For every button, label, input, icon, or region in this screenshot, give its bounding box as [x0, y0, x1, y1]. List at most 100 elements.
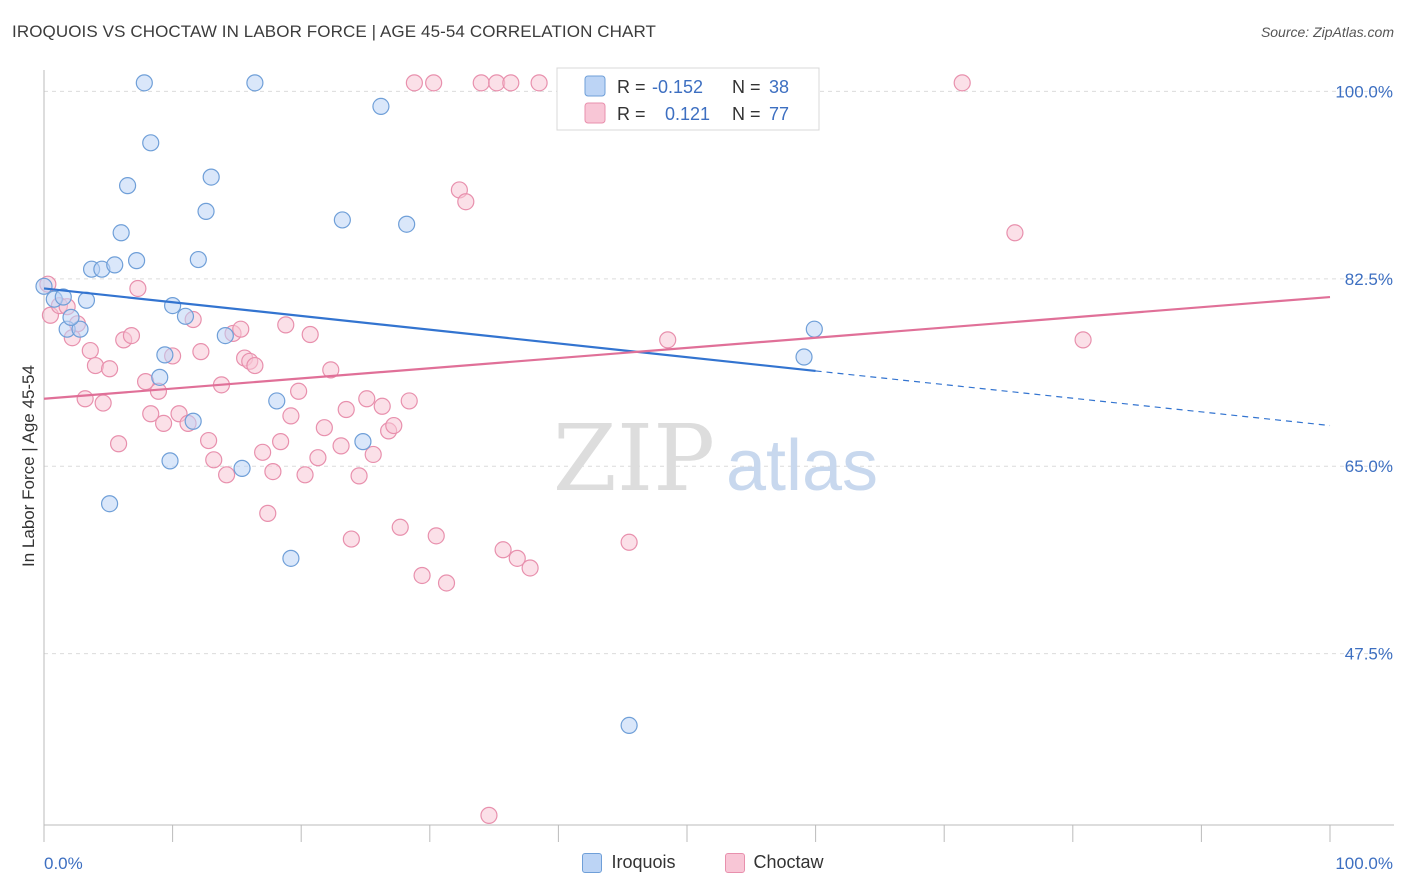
choctaw-point: [322, 361, 340, 379]
bottom-legend: Iroquois Choctaw: [0, 852, 1406, 878]
choctaw-point: [1006, 224, 1024, 242]
stats-n-value-choctaw: 77: [769, 104, 789, 124]
choctaw-point: [86, 356, 105, 375]
legend-label-iroquois: Iroquois: [611, 852, 676, 872]
iroquois-point: [151, 368, 169, 386]
choctaw-point: [337, 400, 355, 419]
iroquois-point: [197, 202, 215, 220]
y-tick-label: 47.5%: [1345, 645, 1393, 664]
choctaw-point: [94, 394, 112, 412]
choctaw-point: [290, 382, 308, 400]
choctaw-point: [1074, 331, 1092, 349]
choctaw-point: [259, 504, 277, 522]
choctaw-point: [218, 466, 236, 484]
choctaw-point: [530, 74, 548, 92]
iroquois-point: [282, 549, 300, 567]
choctaw-point: [296, 466, 314, 484]
choctaw-point: [494, 541, 512, 559]
choctaw-point: [364, 445, 382, 464]
choctaw-point: [109, 435, 128, 453]
y-tick-label: 65.0%: [1345, 457, 1393, 476]
iroquois-point: [216, 326, 234, 345]
iroquois-point: [35, 277, 53, 295]
source-label: Source: ZipAtlas.com: [1260, 24, 1394, 40]
choctaw-point: [472, 74, 490, 92]
y-tick-label: 82.5%: [1345, 270, 1393, 289]
choctaw-point: [154, 414, 173, 433]
legend-swatch-choctaw: [724, 852, 745, 873]
choctaw-point: [342, 530, 360, 548]
watermark-atlas: atlas: [726, 426, 878, 506]
choctaw-point: [315, 419, 333, 437]
choctaw-point: [521, 559, 539, 577]
iroquois-point: [127, 252, 146, 270]
choctaw-point: [413, 566, 431, 585]
legend-label-choctaw: Choctaw: [753, 852, 824, 872]
y-axis-label: In Labor Force | Age 45-54: [19, 365, 38, 567]
choctaw-point: [100, 360, 119, 378]
iroquois-point: [184, 412, 202, 430]
iroquois-point: [164, 297, 182, 315]
iroquois-point: [202, 168, 220, 186]
choctaw-point: [254, 443, 272, 461]
iroquois-point: [333, 211, 351, 229]
iroquois-point: [161, 452, 179, 470]
iroquois-point: [142, 134, 160, 152]
iroquois-point: [71, 320, 89, 338]
iroquois-point: [354, 433, 372, 451]
axes: [43, 70, 1394, 842]
legend-swatch-iroquois: [582, 852, 603, 873]
iroquois-point: [156, 346, 174, 364]
iroquois-point: [372, 97, 390, 116]
iroquois-trend-extension: [815, 370, 1331, 427]
choctaw-point: [272, 433, 290, 451]
gridlines: [44, 90, 1394, 655]
stats-r-value-choctaw: 0.121: [665, 104, 710, 124]
legend-item-choctaw: Choctaw: [724, 852, 824, 873]
choctaw-point: [480, 806, 498, 824]
choctaw-point: [953, 74, 971, 92]
legend-item-iroquois: Iroquois: [582, 852, 676, 873]
tick-labels: 47.5% 65.0% 82.5% 100.0% 0.0% 100.0%: [44, 82, 1393, 873]
iroquois-point: [246, 74, 264, 92]
stats-legend-swatch-iroquois: [584, 75, 606, 97]
choctaw-point: [142, 405, 160, 423]
choctaw-point: [81, 341, 99, 360]
choctaw-point: [437, 574, 456, 592]
y-tick-label: 100.0%: [1335, 82, 1393, 101]
stats-r-label-iroquois: R =: [617, 77, 646, 97]
iroquois-point: [805, 320, 823, 338]
choctaw-point: [282, 407, 300, 425]
choctaw-point: [76, 390, 94, 408]
iroquois-point: [176, 307, 195, 325]
choctaw-point: [405, 74, 423, 92]
stats-n-label-choctaw: N =: [732, 104, 761, 124]
stats-legend-swatch-choctaw: [584, 102, 606, 124]
choctaw-point: [205, 451, 223, 469]
watermark-zip: ZIP: [553, 405, 715, 512]
choctaw-point: [620, 533, 638, 551]
choctaw-point: [400, 392, 418, 410]
choctaw-point: [301, 325, 319, 344]
iroquois-point: [135, 74, 153, 92]
choctaw-point: [358, 390, 376, 408]
stats-r-label-choctaw: R =: [617, 104, 646, 124]
iroquois-point: [62, 308, 80, 326]
iroquois-point: [106, 256, 124, 274]
iroquois-point: [233, 459, 251, 477]
watermark: ZIP atlas: [553, 405, 878, 512]
trend-lines: [43, 287, 1331, 427]
choctaw-point: [192, 343, 210, 361]
iroquois-point: [118, 177, 137, 195]
stats-n-value-iroquois: 38: [769, 77, 789, 97]
x-tick-label: 0.0%: [44, 854, 83, 873]
choctaw-point: [385, 416, 403, 435]
choctaw-point: [332, 437, 350, 455]
choctaw-points: [39, 74, 1092, 824]
iroquois-point: [112, 224, 130, 242]
choctaw-point: [277, 316, 295, 334]
choctaw-point: [425, 74, 443, 92]
choctaw-point: [391, 518, 409, 536]
iroquois-points: [35, 74, 823, 735]
